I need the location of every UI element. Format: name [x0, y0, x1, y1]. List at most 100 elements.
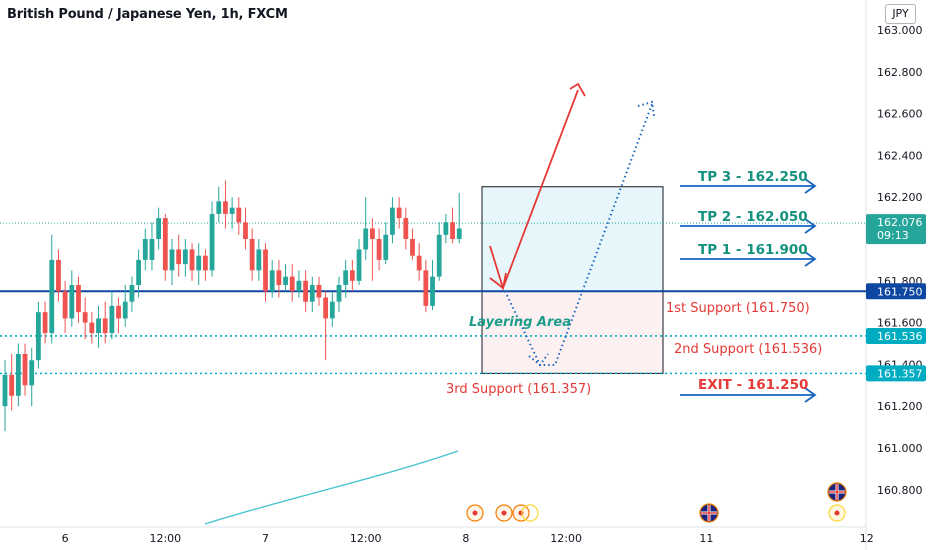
candle-body [309, 284, 315, 302]
candle-body [416, 255, 422, 271]
tp3-arrow-head [804, 178, 817, 194]
candle-body [243, 222, 248, 239]
y-tick-label: 161.600 [877, 317, 923, 330]
candle-body [15, 353, 21, 396]
candle-body [62, 291, 68, 319]
candle-body [29, 360, 35, 386]
candle-body [42, 312, 48, 334]
candle-body [203, 255, 208, 271]
x-tick-label: 12:00 [350, 532, 382, 545]
candle-body [223, 201, 228, 214]
currency-button[interactable]: JPY [885, 4, 916, 24]
y-tick-label: 162.800 [877, 66, 923, 79]
candle-body [316, 284, 322, 298]
candle-body [189, 249, 195, 271]
price-line-tag-label: 161.750 [877, 285, 923, 298]
candle-body [383, 234, 389, 260]
blue-trade-path [504, 103, 653, 366]
candle-body [283, 276, 288, 285]
layering-area-label: Layering Area [469, 315, 571, 330]
exit-label: EXIT - 161.250 [698, 377, 808, 393]
event-dot-icon [834, 510, 840, 516]
candle-body [56, 259, 61, 292]
countdown-label: 09:13 [877, 229, 909, 242]
event-dot-icon [501, 510, 507, 516]
y-tick-label: 162.200 [877, 191, 923, 204]
x-tick-label: 8 [462, 532, 469, 545]
chart-title: British Pound / Japanese Yen, 1h, FXCM [7, 7, 288, 22]
candle-body [149, 239, 155, 260]
candle-body [443, 222, 449, 235]
x-tick-label: 11 [699, 532, 713, 545]
candle-body [116, 305, 121, 319]
candle-body [349, 270, 355, 281]
candle-body [263, 249, 268, 292]
candle-body [363, 228, 369, 250]
stop-zone [481, 290, 664, 374]
price-line-tag-label: 161.357 [877, 367, 923, 380]
x-tick-label: 12:00 [550, 532, 582, 545]
support2-label: 2nd Support (161.536) [674, 342, 822, 357]
candle-body [176, 249, 182, 265]
red-arrow-head-top [569, 82, 586, 97]
exit-arrow-head [804, 387, 817, 403]
take-profit-zone [481, 186, 664, 292]
candle-body [22, 353, 28, 386]
candle-body [2, 374, 8, 407]
x-tick-label: 12 [860, 532, 874, 545]
candle-body [276, 270, 282, 285]
x-tick-label: 6 [62, 532, 69, 545]
candle-body [102, 318, 108, 334]
candle-body [343, 270, 349, 285]
candle-body [142, 239, 148, 260]
candle-body [196, 255, 202, 271]
candle-body [182, 249, 188, 265]
candle-body [129, 284, 135, 302]
current-price-tag [866, 214, 926, 245]
candle-body [376, 239, 382, 260]
y-tick-label: 161.200 [877, 400, 923, 413]
candle-body [436, 234, 442, 277]
candle-body [329, 301, 335, 319]
y-tick-label: 162.600 [877, 108, 923, 121]
candle-body [336, 284, 342, 302]
price-line-tag-label: 161.536 [877, 330, 923, 343]
candle-body [169, 249, 175, 271]
candle-body [209, 213, 215, 271]
blue-arrow-head-low [528, 353, 549, 367]
support1-label: 1st Support (161.750) [666, 301, 810, 316]
tp2-label: TP 2 - 162.050 [698, 209, 808, 225]
candle-body [456, 228, 462, 239]
y-tick-label: 163.000 [877, 24, 923, 37]
candle-body [156, 218, 162, 239]
candle-body [89, 322, 95, 334]
red-arrow-head-low [489, 272, 507, 290]
tp3-label: TP 3 - 162.250 [698, 169, 808, 185]
tp1-label: TP 1 - 161.900 [698, 242, 808, 258]
candle-body [256, 249, 262, 271]
candle-body [289, 276, 295, 292]
candle-body [82, 312, 88, 323]
moving-average-line [204, 450, 459, 525]
candle-body [370, 228, 375, 239]
y-tick-label: 161.000 [877, 442, 923, 455]
candle-body [136, 259, 141, 285]
candle-body [109, 305, 115, 334]
tp2-arrow-head [804, 218, 817, 234]
event-ring-icon [521, 504, 539, 522]
candle-body [390, 207, 395, 235]
y-tick-label: 162.400 [877, 149, 923, 162]
candle-body [396, 207, 402, 219]
candle-body [430, 276, 435, 306]
candle-body [76, 284, 81, 313]
price-line-tag [866, 283, 926, 300]
candle-body [303, 280, 308, 302]
current-price-label: 162.076 [877, 216, 923, 229]
candle-body [36, 312, 41, 361]
candle-body [269, 270, 275, 292]
candle-body [450, 222, 455, 239]
candle-body [296, 280, 302, 292]
